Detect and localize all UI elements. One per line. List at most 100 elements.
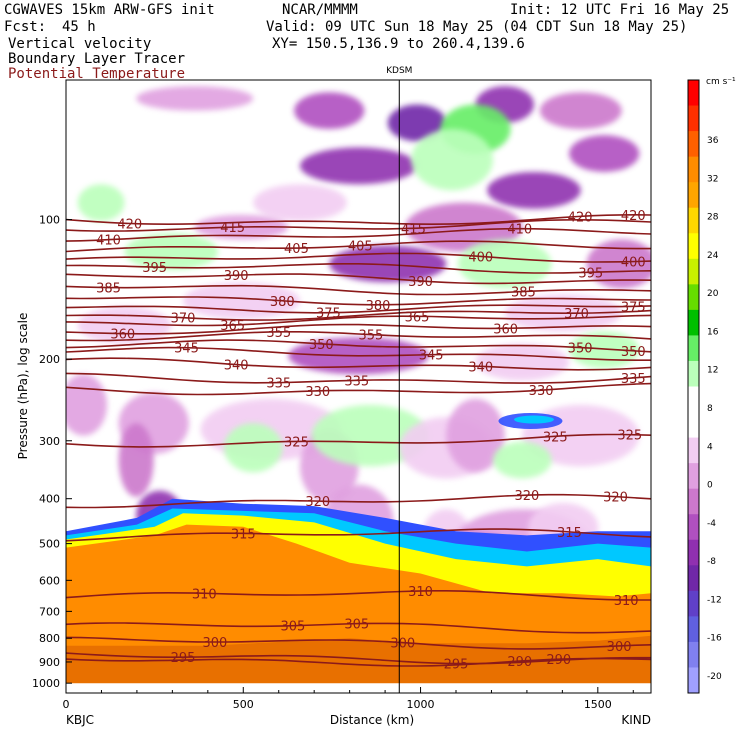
colorbar-swatch [688, 207, 699, 234]
theta-label-375: 375 [621, 300, 646, 315]
theta-line-290 [66, 657, 651, 667]
potential-temperature-contours [66, 213, 651, 667]
y-tick-label: 100 [39, 214, 60, 227]
theta-label-305: 305 [280, 620, 305, 635]
colorbar-label: -12 [707, 595, 722, 605]
velocity-blob [300, 147, 417, 185]
y-tick-label: 500 [39, 538, 60, 551]
velocity-blob [294, 92, 365, 130]
theta-label-335: 335 [344, 374, 369, 389]
theta-line-310 [66, 590, 651, 601]
theta-label-365: 365 [220, 319, 245, 334]
theta-line-360 [66, 323, 651, 335]
theta-label-350: 350 [309, 338, 334, 353]
velocity-blob [586, 239, 651, 289]
theta-label-340: 340 [224, 359, 249, 374]
y-axis: 100 200 300 400 500 600 700 800 900 1000 [32, 214, 72, 690]
x-tick-label: 1500 [584, 698, 612, 711]
colorbar-swatch [688, 616, 699, 643]
theta-label-320: 320 [305, 495, 330, 510]
colorbar-swatch [688, 590, 699, 617]
theta-label-350: 350 [621, 345, 646, 360]
theta-label-290: 290 [546, 653, 571, 668]
colorbar-label: 32 [707, 174, 718, 184]
velocity-blob [411, 129, 494, 191]
cross-section-xy: XY= 150.5,136.9 to 260.4,139.6 [272, 36, 525, 52]
theta-line-375 [66, 304, 651, 314]
theta-label-355: 355 [358, 329, 383, 344]
y-tick-label: 1000 [32, 677, 60, 690]
colorbar-label: -16 [707, 634, 722, 644]
theta-label-405: 405 [284, 242, 309, 257]
theta-label-405: 405 [348, 240, 373, 255]
colorbar-swatch [688, 514, 699, 541]
colorbar-label: 8 [707, 404, 713, 414]
theta-label-295: 295 [444, 658, 469, 673]
velocity-blob [77, 184, 125, 221]
theta-line-355 [66, 331, 651, 342]
theta-line-415 [66, 218, 651, 232]
velocity-blob [253, 184, 347, 221]
theta-label-415: 415 [220, 221, 245, 236]
y-tick-label: 400 [39, 493, 60, 506]
theta-line-400 [66, 252, 651, 263]
field-vertical-velocity: Vertical velocity [8, 36, 152, 52]
x-tick-label: 500 [233, 698, 254, 711]
station-marker-label: KDSM [386, 66, 412, 76]
theta-line-330 [66, 382, 651, 396]
x-axis-title: Distance (km) [330, 713, 414, 727]
colorbar-swatch [688, 309, 699, 336]
valid-time: Valid: 09 UTC Sun 18 May 25 (04 CDT Sun … [266, 19, 688, 35]
theta-line-315 [66, 528, 651, 542]
theta-label-325: 325 [284, 435, 309, 450]
velocity-blob [223, 423, 283, 473]
theta-line-295 [66, 652, 651, 665]
theta-line-395 [66, 263, 651, 274]
colorbar-swatch [688, 335, 699, 362]
theta-label-350: 350 [568, 342, 593, 357]
theta-label-340: 340 [468, 360, 493, 375]
theta-label-310: 310 [614, 594, 639, 609]
velocity-blob [405, 202, 523, 252]
colorbar-label: 12 [707, 366, 718, 376]
theta-label-385: 385 [511, 286, 536, 301]
velocity-blob [446, 398, 505, 473]
theta-label-330: 330 [529, 384, 554, 399]
colorbar-swatch [688, 386, 699, 413]
y-axis-title: Pressure (hPa), log scale [16, 313, 30, 460]
colorbar-swatch [688, 539, 699, 566]
theta-label-415: 415 [401, 222, 426, 237]
theta-line-405 [66, 240, 651, 253]
colorbar-swatch [688, 463, 699, 490]
theta-line-300 [66, 636, 651, 650]
theta-label-400: 400 [468, 250, 493, 265]
colorbar-frame [687, 79, 700, 694]
theta-line-420 [66, 213, 651, 226]
theta-line-390 [66, 273, 651, 285]
theta-label-370: 370 [564, 307, 589, 322]
theta-line-385 [66, 284, 651, 296]
y-tick-label: 600 [39, 574, 60, 587]
colorbar-swatch [688, 131, 699, 158]
theta-label-395: 395 [578, 266, 603, 281]
colorbar-swatch [688, 360, 699, 387]
colorbar-label: -8 [707, 557, 716, 567]
colorbar-label: 16 [707, 327, 719, 337]
colorbar-swatch [688, 233, 699, 260]
colorbar-label: 0 [707, 481, 713, 491]
field-potential-temperature: Potential Temperature [8, 66, 186, 82]
velocity-blob [66, 374, 107, 436]
theta-line-340 [66, 357, 651, 371]
y-tick-label: 300 [39, 435, 60, 448]
theta-label-300: 300 [202, 636, 227, 651]
colorbar-units: cm s⁻¹ [706, 77, 736, 87]
velocity-blob [124, 233, 219, 271]
colorbar-swatch [688, 565, 699, 592]
theta-label-345: 345 [419, 349, 444, 364]
theta-label-360: 360 [493, 322, 518, 337]
colorbar-swatch [688, 258, 699, 285]
velocity-blob [475, 343, 570, 381]
theta-label-410: 410 [507, 223, 532, 238]
potential-temperature-labels: 420 420 420 415 415 410 410 405 405 400 400 395 395 3… [96, 209, 646, 673]
velocity-blob [539, 92, 622, 130]
